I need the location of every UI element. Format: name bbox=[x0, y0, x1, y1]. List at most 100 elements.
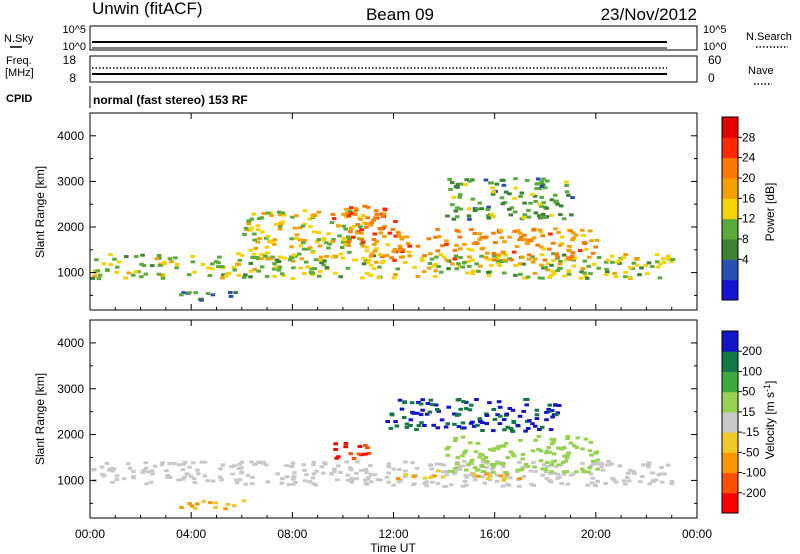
velocity-echo bbox=[366, 451, 372, 455]
velocity-echo bbox=[464, 468, 469, 472]
velocity-echo bbox=[504, 475, 509, 479]
power-echo bbox=[489, 263, 494, 267]
y-tick-label: 2000 bbox=[57, 428, 84, 442]
nave-tick-top: 60 bbox=[708, 53, 722, 67]
velocity-echo bbox=[585, 483, 590, 487]
velocity-echo bbox=[431, 423, 436, 427]
velocity-echo bbox=[462, 451, 467, 455]
velocity-echo bbox=[536, 447, 541, 451]
power-echo bbox=[344, 207, 349, 211]
colorbar-swatch bbox=[722, 331, 738, 352]
power-echo bbox=[553, 193, 558, 197]
power-echo bbox=[518, 272, 523, 276]
velocity-echo bbox=[481, 457, 486, 461]
velocity-echo bbox=[623, 482, 628, 486]
power-echo bbox=[94, 258, 99, 262]
power-echo bbox=[528, 239, 534, 243]
velocity-echo bbox=[176, 463, 182, 467]
velocity-echo bbox=[561, 472, 567, 476]
power-echo bbox=[495, 256, 501, 260]
velocity-echo bbox=[322, 461, 327, 465]
velocity-colorbar-tick-label: -15 bbox=[742, 425, 760, 439]
velocity-echo bbox=[565, 453, 570, 457]
colorbar-swatch bbox=[722, 351, 738, 372]
power-echo bbox=[526, 257, 532, 261]
power-echo bbox=[508, 213, 514, 217]
velocity-echo bbox=[192, 481, 197, 484]
velocity-echo bbox=[505, 425, 511, 429]
velocity-echo bbox=[149, 469, 155, 473]
velocity-echo bbox=[428, 398, 434, 402]
power-echo bbox=[236, 273, 242, 277]
power-echo bbox=[381, 212, 387, 216]
velocity-echo bbox=[475, 441, 481, 445]
velocity-echo bbox=[481, 470, 487, 474]
power-echo bbox=[454, 267, 459, 271]
velocity-echo bbox=[588, 440, 594, 444]
velocity-echo bbox=[449, 483, 454, 487]
power-echo bbox=[458, 193, 463, 197]
velocity-echo bbox=[455, 456, 461, 460]
colorbar-swatch bbox=[722, 198, 738, 220]
freq-unit-label: [MHz] bbox=[5, 67, 34, 79]
velocity-echo bbox=[590, 481, 595, 485]
power-echo bbox=[458, 182, 464, 186]
power-echo bbox=[140, 253, 145, 257]
velocity-echo bbox=[502, 476, 507, 480]
power-echo bbox=[241, 275, 247, 279]
power-echo bbox=[346, 214, 352, 218]
power-echo bbox=[301, 241, 306, 245]
power-echo bbox=[539, 180, 545, 184]
velocity-echo bbox=[293, 481, 298, 484]
velocity-echo bbox=[286, 483, 292, 487]
velocity-echo bbox=[468, 441, 473, 445]
velocity-echo bbox=[491, 448, 496, 452]
power-echo bbox=[160, 276, 166, 280]
velocity-echo bbox=[559, 447, 564, 451]
velocity-echo bbox=[544, 449, 550, 453]
power-echo bbox=[372, 232, 378, 236]
power-echo bbox=[488, 181, 493, 185]
power-echo bbox=[549, 263, 554, 267]
velocity-echo bbox=[546, 410, 551, 414]
velocity-echo bbox=[483, 456, 489, 459]
power-echo bbox=[97, 273, 103, 277]
power-echo bbox=[569, 213, 574, 217]
velocity-echo bbox=[208, 501, 213, 505]
power-echo bbox=[633, 257, 639, 261]
power-echo bbox=[657, 276, 663, 280]
power-echo bbox=[297, 226, 303, 230]
power-echo bbox=[190, 255, 196, 258]
nsky-label: N.Sky bbox=[4, 33, 34, 45]
power-echo bbox=[457, 195, 463, 199]
power-echo bbox=[205, 292, 211, 295]
velocity-echo bbox=[603, 481, 608, 485]
power-echo bbox=[591, 262, 597, 266]
power-echo bbox=[588, 272, 593, 276]
velocity-echo bbox=[549, 409, 555, 413]
power-echo bbox=[532, 271, 538, 275]
colorbar-frame bbox=[721, 330, 739, 514]
power-echo bbox=[340, 240, 346, 244]
velocity-echo bbox=[487, 401, 492, 405]
power-echo bbox=[374, 247, 379, 251]
velocity-echo bbox=[261, 461, 266, 465]
velocity-echo bbox=[659, 466, 664, 469]
power-echo bbox=[255, 228, 261, 232]
velocity-echo bbox=[234, 481, 240, 485]
power-echo bbox=[331, 217, 337, 221]
power-echo bbox=[397, 244, 403, 248]
velocity-echo bbox=[498, 414, 503, 418]
velocity-echo bbox=[495, 447, 501, 451]
power-echo bbox=[123, 276, 128, 280]
velocity-echo bbox=[562, 454, 567, 458]
power-echo bbox=[605, 270, 610, 274]
velocity-echo bbox=[384, 475, 390, 479]
velocity-echo bbox=[100, 472, 105, 476]
power-echo bbox=[226, 272, 232, 276]
velocity-echo bbox=[480, 453, 485, 457]
power-echo bbox=[341, 212, 346, 216]
power-echo bbox=[276, 268, 282, 272]
velocity-echo bbox=[477, 417, 483, 421]
velocity-echo bbox=[329, 472, 334, 476]
